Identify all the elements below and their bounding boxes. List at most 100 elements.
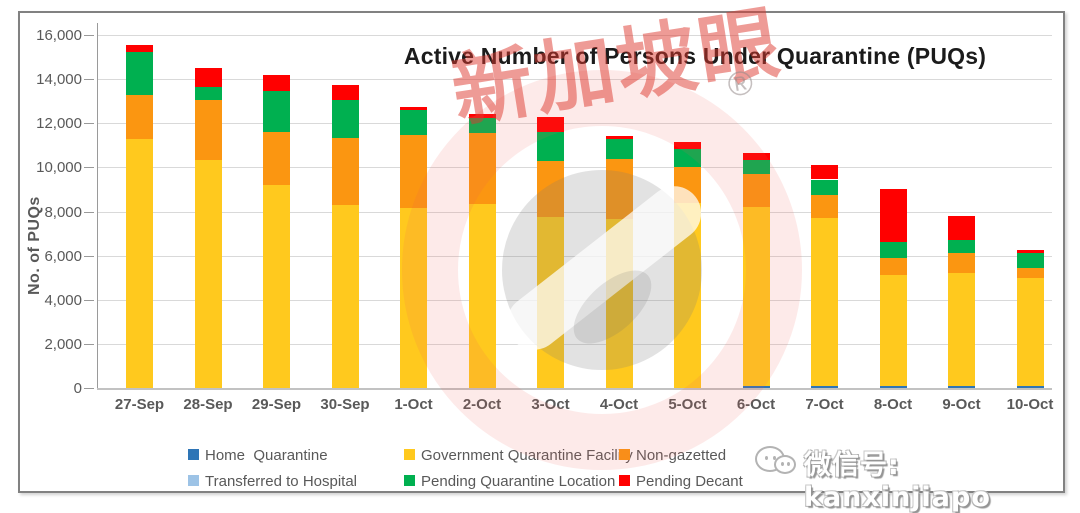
bar-segment: [742, 173, 770, 208]
bar-segment: [126, 51, 153, 95]
x-tick-label: 8-Oct: [873, 396, 913, 413]
bar-segment: [263, 91, 290, 133]
bar-segment: [263, 132, 290, 185]
x-tick-label: 30-Sep: [320, 396, 370, 413]
y-tick-label: 16,000: [36, 27, 82, 44]
bar-segment: [537, 116, 564, 133]
bar-9-Oct: [948, 13, 975, 388]
bar-segment: [194, 68, 222, 87]
chart-frame: 16,000 14,000 12,000 10,000 8,000 6,000 4,000 2…: [18, 0, 1065, 513]
y-tick-mark: [84, 255, 94, 257]
bar-segment: [468, 114, 496, 118]
chart-title: Active Number of Persons Under Quarantin…: [403, 43, 987, 69]
bar-segment: [811, 179, 838, 195]
y-axis-line: [97, 23, 98, 388]
x-tick-label: 9-Oct: [942, 396, 981, 413]
bar-6-Oct: [742, 13, 770, 388]
legend-label: Transferred to Hospital: [205, 473, 358, 490]
y-axis-title: No. of PUQs: [26, 196, 43, 296]
gridline: [97, 255, 1052, 257]
y-tick-label: 8,000: [44, 203, 82, 221]
legend-swatch: [404, 475, 415, 486]
bar-segment: [879, 257, 907, 276]
y-tick-label: 4,000: [44, 291, 82, 309]
plot-area: 16,000 14,000 12,000 10,000 8,000 6,000 4,000 2…: [20, 13, 1063, 491]
bar-segment: [879, 275, 907, 386]
bar-segment: [948, 215, 975, 241]
legend-label: Pending Quarantine Location: [421, 473, 616, 490]
bar-segment: [126, 94, 153, 139]
x-tick-label: 27-Sep: [114, 396, 165, 413]
legend-label: Pending Decant: [636, 473, 743, 490]
bar-segment: [468, 203, 496, 388]
y-tick-mark: [84, 79, 94, 81]
legend-label: Government Quarantine Facility: [421, 447, 633, 464]
legend-swatch: [619, 449, 630, 460]
bar-segment: [605, 138, 633, 159]
x-tick-label: 7-Oct: [805, 396, 844, 413]
legend-label: Non-gazetted: [636, 447, 727, 464]
y-tick-mark: [84, 35, 94, 36]
bar-segment: [605, 219, 633, 388]
bar-segment: [1016, 253, 1044, 268]
bar-segment: [879, 189, 907, 243]
x-tick-label: 29-Sep: [251, 396, 302, 413]
bar-segment: [948, 240, 975, 254]
gridline: [97, 211, 1052, 213]
y-tick-label: 2,000: [44, 335, 82, 353]
gridline: [97, 35, 1052, 36]
legend-swatch: [404, 449, 415, 460]
bar-segment: [811, 385, 838, 388]
y-tick-label: 6,000: [44, 247, 82, 265]
bar-30-Sep: [331, 13, 359, 388]
y-tick-mark: [84, 388, 94, 389]
bar-27-Sep: [126, 13, 153, 388]
bar-2-Oct: [468, 13, 496, 388]
gridline: [97, 79, 1052, 81]
bar-segment: [400, 135, 427, 209]
bar-segment: [331, 204, 359, 388]
bar-segment: [948, 253, 975, 274]
x-tick-label: 1-Oct: [394, 396, 433, 413]
y-tick-label: 10,000: [36, 159, 82, 177]
x-tick-label: 6-Oct: [736, 396, 776, 413]
y-tick-mark: [84, 167, 94, 169]
bar-28-Sep: [194, 13, 222, 388]
x-tick-label: 3-Oct: [531, 396, 570, 413]
bar-segment: [948, 273, 975, 386]
y-tick-mark: [84, 211, 94, 213]
x-tick-label: 2-Oct: [462, 396, 502, 413]
bar-29-Sep: [263, 13, 290, 388]
x-tick-label: 28-Sep: [183, 396, 233, 413]
bar-segment: [537, 217, 564, 388]
gridline: [97, 167, 1052, 169]
bar-segment: [400, 208, 427, 388]
y-tick-label: 0: [73, 380, 82, 397]
y-tick-mark: [84, 123, 94, 125]
bar-1-Oct: [400, 13, 427, 388]
y-tick-label: 12,000: [36, 115, 82, 133]
legend-swatch: [188, 449, 199, 460]
x-tick-label: 5-Oct: [668, 396, 707, 413]
bar-segment: [400, 106, 427, 110]
bar-segment: [194, 159, 222, 388]
bar-segment: [1016, 385, 1044, 388]
bar-segment: [331, 84, 359, 101]
x-tick-label: 4-Oct: [599, 396, 639, 413]
gridline: [97, 299, 1052, 301]
bar-segment: [742, 385, 770, 388]
bar-segment: [468, 117, 496, 134]
bar-10-Oct: [1016, 13, 1044, 388]
bar-segment: [194, 100, 222, 160]
bar-segment: [263, 74, 290, 92]
bar-segment: [537, 160, 564, 217]
bar-segment: [742, 207, 770, 386]
bar-7-Oct: [811, 13, 838, 388]
bar-segment: [126, 138, 153, 388]
bar-segment: [468, 133, 496, 204]
gridline: [97, 123, 1052, 125]
y-tick-mark: [84, 299, 94, 301]
bar-segment: [879, 385, 907, 388]
bar-segment: [742, 153, 770, 160]
legend-label: Home Quarantine: [205, 447, 328, 464]
